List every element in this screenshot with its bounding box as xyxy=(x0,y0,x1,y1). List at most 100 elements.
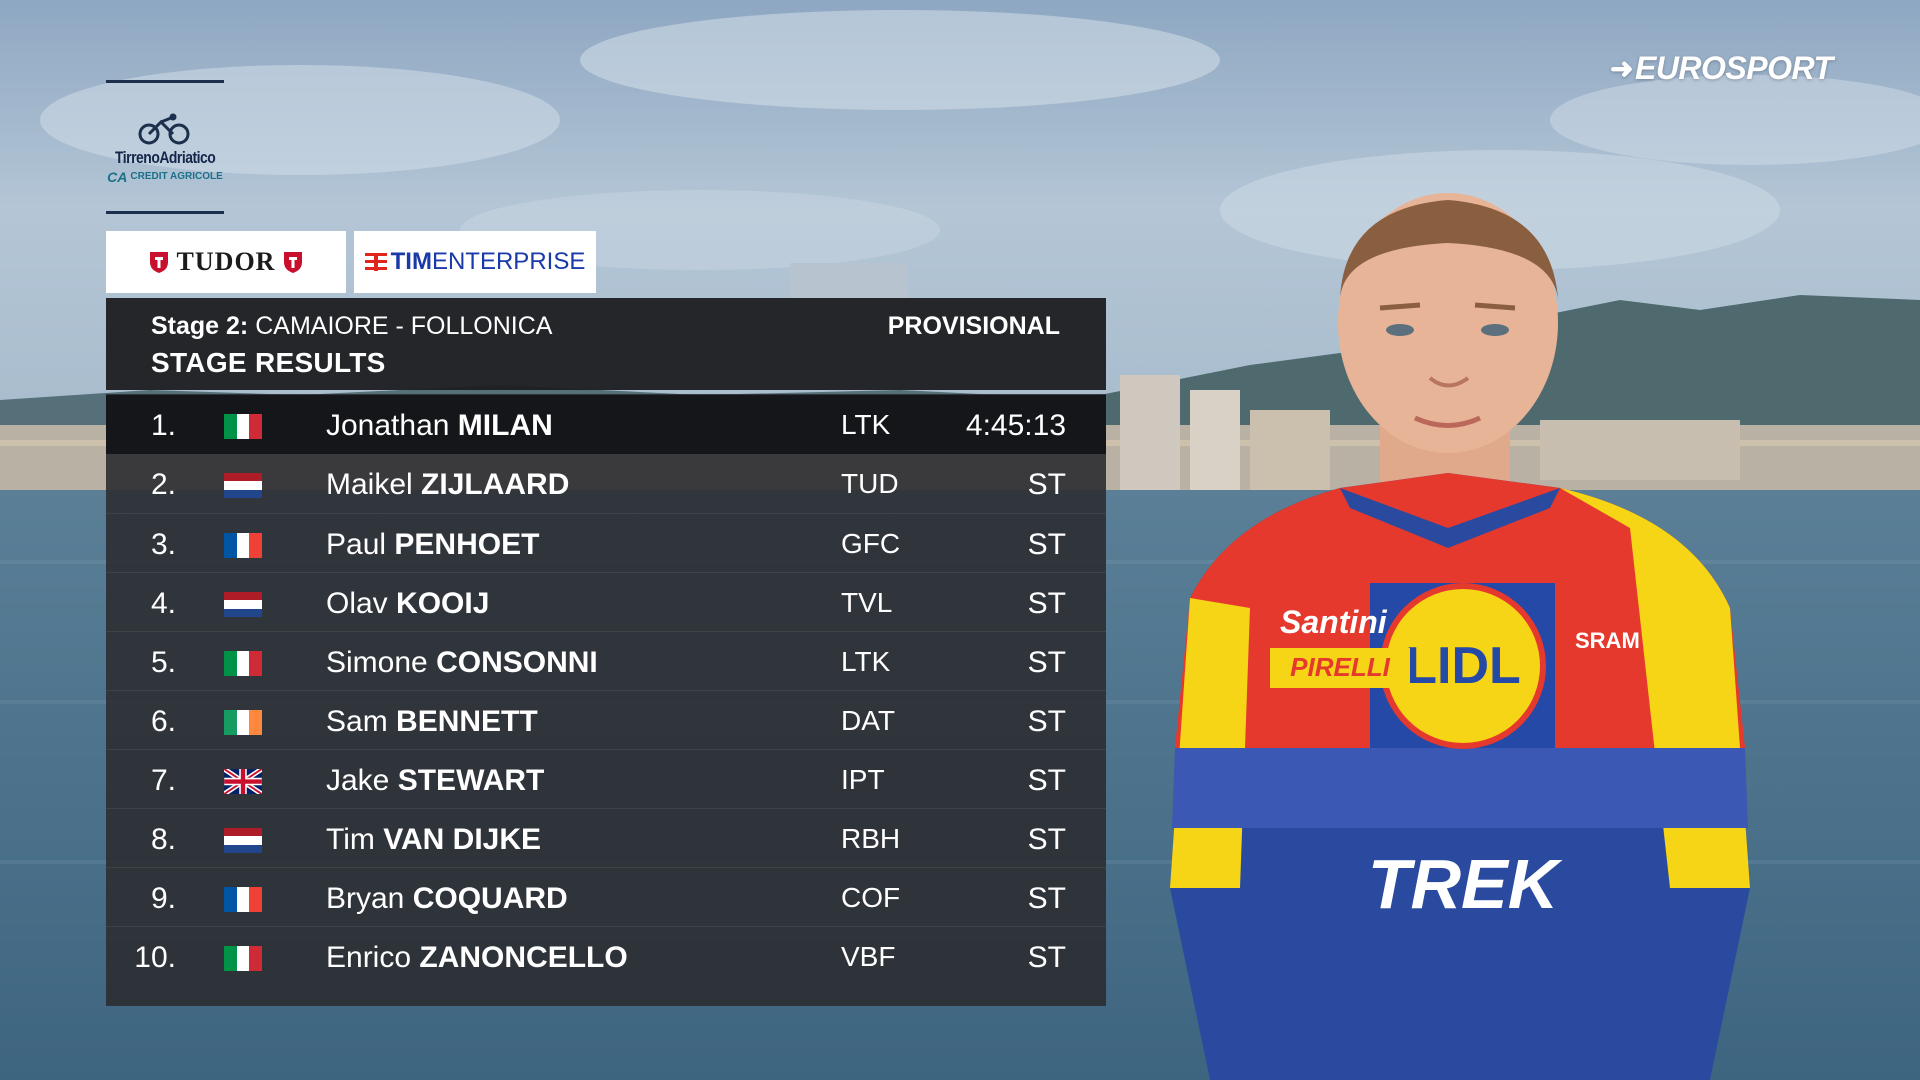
eurosport-logo: ➜ EUROSPORT xyxy=(1610,48,1833,88)
result-row: 8. Tim VAN DIJKE RBH ST xyxy=(106,808,1106,867)
team-code: DAT xyxy=(841,705,895,736)
jersey-front-text: TREK xyxy=(1368,845,1563,923)
rider-name: Olav KOOIJ xyxy=(326,587,489,621)
rider-last-name: ZIJLAARD xyxy=(421,468,570,501)
eurosport-logo-text: EUROSPORT xyxy=(1634,49,1833,86)
jersey-sponsor-pirelli: PIRELLI xyxy=(1290,652,1390,682)
result-row: 1. Jonathan MILAN LTK 4:45:13 xyxy=(106,395,1106,454)
result-row: 5. Simone CONSONNI LTK ST xyxy=(106,631,1106,690)
result-position: 3. xyxy=(150,528,176,561)
flag-it-icon xyxy=(224,414,262,439)
result-time: ST xyxy=(1027,823,1066,856)
rider-first-name: Sam xyxy=(326,705,388,738)
rider-name: Tim VAN DIJKE xyxy=(326,823,541,857)
result-row: 10. Enrico ZANONCELLO VBF ST xyxy=(106,926,1106,985)
tim-text-bold: TIM xyxy=(390,248,432,275)
eurosport-arrow-icon: ➜ xyxy=(1610,52,1633,84)
result-position: 5. xyxy=(150,646,176,679)
results-header: Stage 2: CAMAIORE - FOLLONICA PROVISIONA… xyxy=(106,298,1106,390)
rider-name: Jonathan MILAN xyxy=(326,409,553,443)
rider-first-name: Simone xyxy=(326,646,428,679)
tudor-shield-icon xyxy=(284,252,303,273)
result-row: 2. Maikel ZIJLAARD TUD ST xyxy=(106,454,1106,513)
team-code: IPT xyxy=(841,764,885,795)
result-position: 2. xyxy=(150,468,176,501)
result-position: 8. xyxy=(150,823,176,856)
rider-first-name: Tim xyxy=(326,823,375,856)
rider-name: Enrico ZANONCELLO xyxy=(326,941,628,975)
flag-fr-icon xyxy=(224,533,262,558)
team-code: LTK xyxy=(841,646,891,677)
result-time: ST xyxy=(1027,941,1066,974)
rider-last-name: KOOIJ xyxy=(396,587,490,620)
result-row: 6. Sam BENNETT DAT ST xyxy=(106,690,1106,749)
team-code: RBH xyxy=(841,823,901,854)
rider-last-name: VAN DIJKE xyxy=(383,823,542,856)
rider-last-name: STEWART xyxy=(397,764,545,797)
result-position: 9. xyxy=(150,882,176,915)
result-row: 7. Jake STEWART IPT ST xyxy=(106,749,1106,808)
sponsor-tim-enterprise: TIMENTERPRISE xyxy=(354,231,596,293)
race-sponsor-name: CREDIT AGRICOLE xyxy=(130,171,223,182)
result-position: 1. xyxy=(150,409,176,442)
rider-first-name: Bryan xyxy=(326,882,405,915)
rider-first-name: Olav xyxy=(326,587,388,620)
flag-fr-icon xyxy=(224,887,262,912)
rider-name: Sam BENNETT xyxy=(326,705,538,739)
result-time: ST xyxy=(1027,646,1066,679)
result-row: 4. Olav KOOIJ TVL ST xyxy=(106,572,1106,631)
jersey-logo-text: LIDL xyxy=(1405,637,1521,695)
team-code: LTK xyxy=(841,409,891,440)
race-sponsor-mark: CA xyxy=(107,169,128,185)
result-time: ST xyxy=(1027,528,1066,561)
flag-nl-icon xyxy=(224,473,262,498)
rider-name: Paul PENHOET xyxy=(326,528,539,562)
cyclist-icon xyxy=(138,113,190,145)
stage-label: Stage 2: xyxy=(151,312,249,340)
sponsor-tudor: TUDOR xyxy=(106,231,346,293)
flag-it-icon xyxy=(224,946,262,971)
rider-first-name: Paul xyxy=(326,528,387,561)
rider-name: Maikel ZIJLAARD xyxy=(326,468,569,502)
rider-last-name: PENHOET xyxy=(394,528,540,561)
jersey-sponsor-santini: Santini xyxy=(1280,604,1388,640)
jersey-sponsor-sram: SRAM xyxy=(1575,628,1640,653)
results-title: STAGE RESULTS xyxy=(151,347,386,378)
race-logo: TirrenoAdriatico CA CREDIT AGRICOLE xyxy=(106,80,224,214)
rider-last-name: ZANONCELLO xyxy=(419,941,628,974)
rider-last-name: MILAN xyxy=(457,409,553,442)
team-code: VBF xyxy=(841,941,896,972)
team-code: TVL xyxy=(841,587,893,618)
rider-first-name: Maikel xyxy=(326,468,413,501)
flag-it-icon xyxy=(224,651,262,676)
result-time: ST xyxy=(1027,587,1066,620)
flag-gb-icon xyxy=(224,769,262,794)
tim-logo-icon xyxy=(364,253,387,271)
flag-nl-icon xyxy=(224,828,262,853)
results-table: 1. Jonathan MILAN LTK 4:45:13 2. Maikel ZIJLA… xyxy=(106,394,1106,1006)
result-position: 4. xyxy=(150,587,176,620)
tudor-text: TUDOR xyxy=(176,247,276,276)
result-time: ST xyxy=(1027,764,1066,797)
result-row: 9. Bryan COQUARD COF ST xyxy=(106,867,1106,926)
rider-last-name: COQUARD xyxy=(412,882,568,915)
race-sponsor: CA CREDIT AGRICOLE xyxy=(107,169,223,185)
tudor-shield-icon xyxy=(149,252,168,273)
stage-route: CAMAIORE - FOLLONICA xyxy=(255,312,553,340)
result-time: ST xyxy=(1027,882,1066,915)
tim-enterprise-text: TIMENTERPRISE xyxy=(391,248,586,276)
rider-first-name: Enrico xyxy=(326,941,412,974)
race-name: TirrenoAdriatico xyxy=(114,148,216,167)
rider-name: Jake STEWART xyxy=(326,764,544,798)
rider-first-name: Jake xyxy=(326,764,390,797)
rider-last-name: CONSONNI xyxy=(436,646,598,679)
team-code: TUD xyxy=(841,468,899,499)
rider-name: Bryan COQUARD xyxy=(326,882,568,916)
results-status: PROVISIONAL xyxy=(887,312,1060,340)
rider-photo: LIDL Santini PIRELLI SRAM TREK xyxy=(1170,193,1750,1080)
rider-last-name: BENNETT xyxy=(396,705,538,738)
flag-ie-icon xyxy=(224,710,262,735)
result-position: 6. xyxy=(150,705,176,738)
tim-text-rest: ENTERPRISE xyxy=(431,248,586,275)
stage-line: Stage 2: CAMAIORE - FOLLONICA xyxy=(151,312,552,341)
